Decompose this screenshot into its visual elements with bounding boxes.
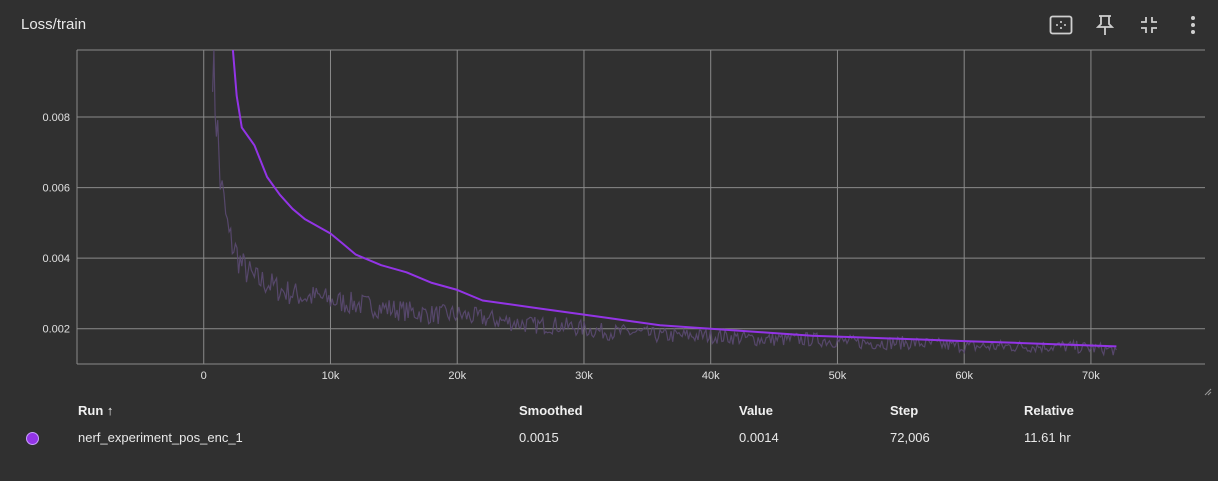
raw-series-line bbox=[212, 49, 1117, 357]
pin-icon bbox=[1096, 15, 1114, 35]
more-vert-icon bbox=[1191, 16, 1195, 34]
header-color bbox=[20, 398, 78, 422]
x-tick-label: 10k bbox=[322, 370, 340, 382]
x-tick-label: 40k bbox=[702, 370, 720, 382]
chart-ticks: 0 10k 20k 30k 40k 50k 60k 70k 0.002 0.004 0.006 0.0… bbox=[42, 112, 1100, 382]
collapse-icon bbox=[1141, 17, 1157, 33]
header-relative[interactable]: Relative bbox=[1024, 402, 1074, 418]
y-tick-label: 0.006 bbox=[42, 183, 70, 195]
run-step: 72,006 bbox=[890, 429, 930, 445]
table-row: nerf_experiment_pos_enc_1 0.0015 0.0014 … bbox=[20, 422, 1174, 452]
run-relative: 11.61 hr bbox=[1024, 429, 1071, 445]
x-tick-label: 60k bbox=[955, 370, 973, 382]
run-value: 0.0014 bbox=[739, 429, 779, 445]
loss-chart[interactable]: 0 10k 20k 30k 40k 50k 60k 70k 0.002 0.004 0.006 0.0… bbox=[0, 40, 1218, 390]
more-options-button[interactable] bbox=[1178, 12, 1208, 38]
run-smoothed: 0.0015 bbox=[519, 429, 559, 445]
run-color-dot[interactable] bbox=[26, 431, 39, 445]
resize-handle-icon[interactable] bbox=[1204, 388, 1212, 396]
fit-domain-icon bbox=[1049, 15, 1073, 35]
x-tick-label: 50k bbox=[829, 370, 847, 382]
x-tick-label: 70k bbox=[1082, 370, 1100, 382]
raw-series bbox=[212, 49, 1117, 357]
card-toolbar bbox=[1046, 12, 1208, 38]
y-tick-label: 0.002 bbox=[42, 324, 70, 336]
smoothed-series-line bbox=[231, 49, 1117, 348]
x-tick-label: 20k bbox=[448, 370, 466, 382]
header-smoothed[interactable]: Smoothed bbox=[519, 402, 583, 418]
card-title: Loss/train bbox=[21, 16, 87, 33]
chart-grid bbox=[76, 49, 1205, 365]
x-tick-label: 0 bbox=[201, 370, 207, 382]
x-tick-label: 30k bbox=[575, 370, 593, 382]
header-value[interactable]: Value bbox=[739, 402, 773, 418]
header-run[interactable]: Run ↑ bbox=[78, 402, 114, 418]
run-color-cell bbox=[20, 422, 78, 452]
smoothed-series bbox=[231, 49, 1117, 348]
fit-domain-button[interactable] bbox=[1046, 12, 1076, 38]
y-tick-label: 0.008 bbox=[42, 112, 70, 124]
collapse-button[interactable] bbox=[1134, 12, 1164, 38]
y-tick-label: 0.004 bbox=[42, 253, 70, 265]
pin-button[interactable] bbox=[1090, 12, 1120, 38]
runs-table-header: Run ↑ Smoothed Value Step Relative bbox=[20, 398, 1174, 422]
runs-table: Run ↑ Smoothed Value Step Relative nerf_… bbox=[20, 398, 1174, 452]
header-step[interactable]: Step bbox=[890, 402, 919, 418]
run-name: nerf_experiment_pos_enc_1 bbox=[78, 429, 243, 445]
